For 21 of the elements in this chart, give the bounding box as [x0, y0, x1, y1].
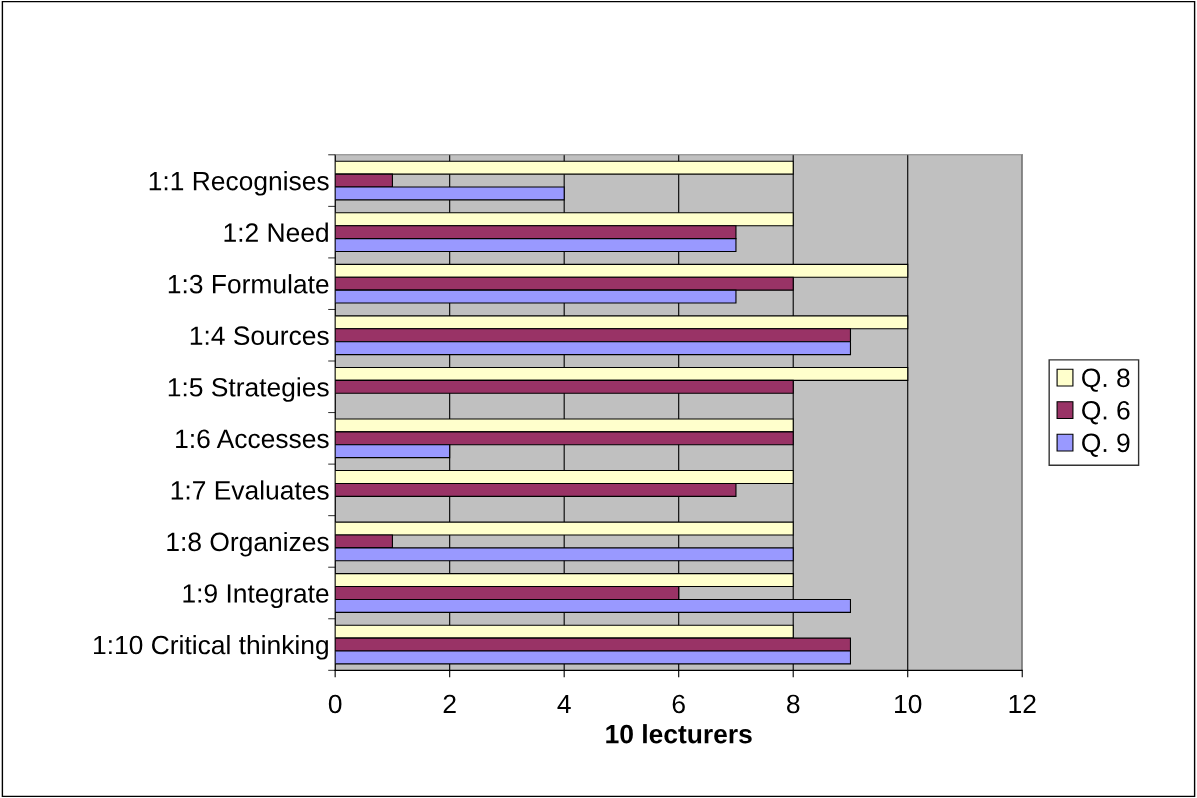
- x-tick-label: 12: [1009, 694, 1036, 714]
- y-tick-label: 1:1 Recognises: [149, 171, 329, 196]
- legend-label: Q. 8: [1082, 368, 1130, 392]
- y-tick-label: 1:4 Sources: [190, 326, 329, 346]
- x-tick-label: 10: [895, 694, 922, 714]
- y-tick-label: 1:2 Need: [224, 222, 328, 242]
- y-tick-label: 1:9 Integrate: [183, 584, 329, 609]
- x-tick-label: 0: [328, 694, 342, 714]
- y-tick-label: 1:7 Evaluates: [171, 480, 329, 500]
- legend-label: Q. 9: [1082, 433, 1130, 457]
- y-tick-label: 1:3 Formulate: [168, 274, 329, 294]
- y-tick-label: 1:10 Critical thinking: [94, 634, 328, 660]
- x-tick-label: 6: [672, 694, 685, 714]
- x-axis-title: 10 lecturers: [606, 724, 752, 744]
- y-tick-label: 1:6 Accesses: [176, 429, 329, 449]
- x-tick-label: 4: [557, 694, 571, 714]
- legend-label: Q. 6: [1082, 400, 1130, 425]
- y-tick-label: 1:5 Strategies: [168, 377, 329, 402]
- y-tick-label: 1:8 Organizes: [167, 531, 329, 557]
- x-tick-label: 8: [787, 694, 800, 714]
- x-tick-label: 2: [443, 694, 456, 714]
